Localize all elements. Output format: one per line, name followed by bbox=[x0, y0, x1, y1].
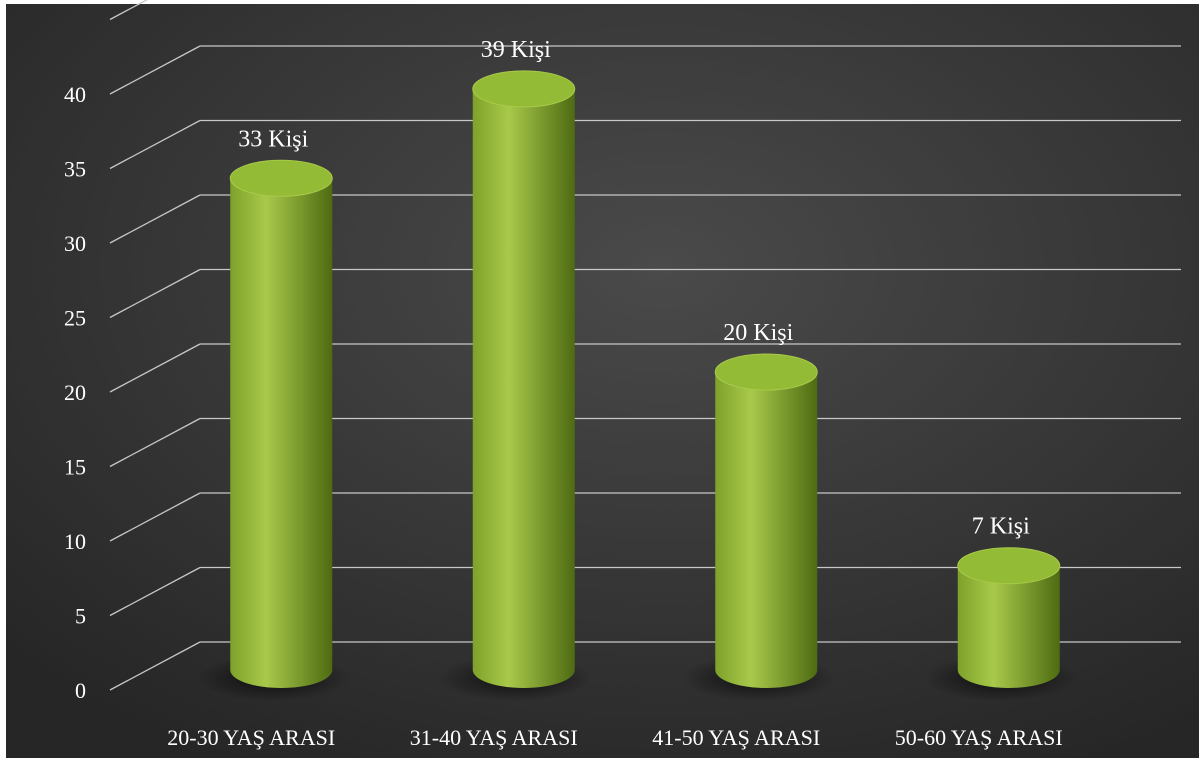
gridline-diagonal bbox=[109, 417, 201, 468]
gridline-diagonal bbox=[109, 492, 201, 542]
bar-top bbox=[472, 70, 576, 108]
category-label: 41-50 YAŞ ARASI bbox=[652, 725, 820, 750]
y-tick-label: 0 bbox=[75, 678, 86, 703]
gridline-diagonal bbox=[109, 268, 201, 319]
gridline-diagonal bbox=[109, 45, 201, 95]
gridline-diagonal bbox=[109, 566, 201, 617]
category-label: 31-40 YAŞ ARASI bbox=[410, 725, 578, 750]
x-axis-categories: 20-30 YAŞ ARASI 31-40 YAŞ ARASI 41-50 YAŞ … bbox=[167, 725, 1062, 750]
bar-layer: 33 Kişi 39 Kişi 20 Kişi 7 Kişi bbox=[196, 37, 1078, 702]
y-tick-label: 30 bbox=[64, 231, 86, 256]
bar-group: 7 Kişi bbox=[924, 514, 1078, 702]
data-label: 7 Kişi bbox=[972, 514, 1030, 540]
bar-group: 20 Kişi bbox=[681, 320, 835, 702]
y-tick-label: 35 bbox=[64, 157, 86, 182]
gridline-diagonal bbox=[109, 641, 201, 691]
y-tick-label: 10 bbox=[64, 529, 86, 554]
bar-top bbox=[957, 547, 1061, 585]
bar bbox=[472, 88, 575, 688]
category-label: 20-30 YAŞ ARASI bbox=[167, 725, 335, 750]
y-tick-label: 15 bbox=[64, 455, 86, 480]
bar-group: 33 Kişi bbox=[196, 126, 350, 702]
gridline-diagonal bbox=[109, 119, 201, 170]
data-label: 39 Kişi bbox=[481, 37, 551, 63]
gridline-diagonal bbox=[109, 0, 148, 21]
y-tick-label: 25 bbox=[64, 306, 86, 331]
grid-layer bbox=[109, 0, 1181, 691]
y-tick-label: 5 bbox=[75, 604, 86, 629]
bar-top bbox=[229, 159, 333, 197]
bar bbox=[230, 178, 333, 689]
category-label: 50-60 YAŞ ARASI bbox=[895, 725, 1063, 750]
bar-group: 39 Kişi bbox=[439, 37, 593, 702]
data-label: 20 Kişi bbox=[723, 320, 793, 346]
bar bbox=[957, 565, 1060, 688]
y-tick-label: 40 bbox=[64, 82, 86, 107]
gridline-diagonal bbox=[109, 343, 201, 393]
gridline-diagonal bbox=[109, 194, 201, 244]
y-axis-ticks: 0 5 10 15 20 25 30 35 40 bbox=[64, 82, 86, 703]
y-tick-label: 20 bbox=[64, 380, 86, 405]
bar-top bbox=[714, 353, 818, 391]
data-label: 33 Kişi bbox=[238, 126, 308, 152]
bar bbox=[715, 372, 818, 688]
